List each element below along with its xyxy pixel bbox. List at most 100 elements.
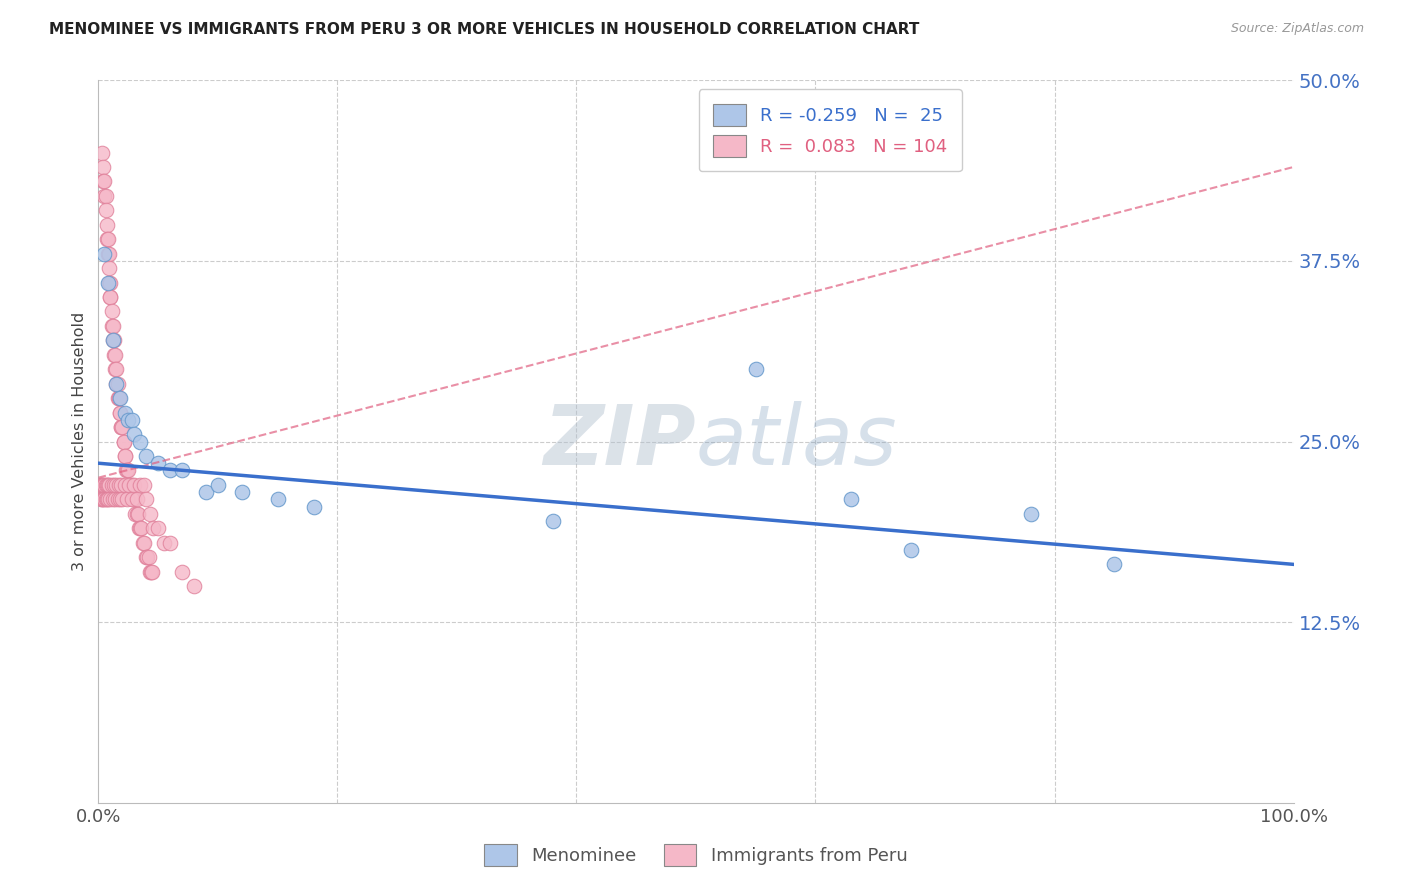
Point [121, 478, 143, 492]
Point [302, 500, 325, 514]
Point [124, 427, 146, 442]
Point [97, 276, 120, 290]
Text: atlas: atlas [696, 401, 897, 482]
Point [101, 334, 124, 348]
Point [124, 478, 146, 492]
Point [124, 492, 146, 507]
Point [135, 550, 157, 565]
Point [104, 492, 127, 507]
Point [100, 478, 122, 492]
Point [129, 521, 152, 535]
Point [118, 478, 141, 492]
Point [107, 478, 129, 492]
Point [97, 232, 120, 246]
Point [100, 318, 122, 333]
Point [127, 507, 149, 521]
Point [114, 478, 136, 492]
Point [115, 492, 138, 507]
Point [97, 478, 120, 492]
Point [93, 174, 115, 188]
Point [117, 413, 139, 427]
Point [125, 507, 148, 521]
Point [91, 492, 114, 507]
Point [118, 478, 141, 492]
Point [94, 203, 117, 218]
Point [841, 492, 863, 507]
Text: Source: ZipAtlas.com: Source: ZipAtlas.com [1230, 22, 1364, 36]
Point [159, 535, 181, 549]
Point [121, 413, 143, 427]
Text: ZIP: ZIP [543, 401, 696, 482]
Point [93, 246, 115, 260]
Point [91, 160, 114, 174]
Point [135, 449, 157, 463]
Point [541, 514, 564, 528]
Point [108, 406, 131, 420]
Point [1019, 507, 1042, 521]
Legend: Menominee, Immigrants from Peru: Menominee, Immigrants from Peru [477, 837, 915, 873]
Point [104, 348, 127, 362]
Point [112, 434, 135, 449]
Point [91, 492, 114, 507]
Point [122, 492, 145, 507]
Point [110, 420, 132, 434]
Point [105, 478, 128, 492]
Point [111, 492, 134, 507]
Point [132, 478, 155, 492]
Point [90, 492, 112, 507]
Point [111, 420, 134, 434]
Point [100, 304, 122, 318]
Point [138, 550, 160, 565]
Point [108, 406, 131, 420]
Point [131, 521, 153, 535]
Point [745, 362, 768, 376]
Point [91, 478, 114, 492]
Point [148, 456, 170, 470]
Point [94, 478, 117, 492]
Point [96, 218, 118, 232]
Point [159, 463, 181, 477]
Point [93, 492, 115, 507]
Point [207, 478, 229, 492]
Point [96, 232, 118, 246]
Point [183, 579, 205, 593]
Point [141, 565, 163, 579]
Point [124, 507, 146, 521]
Point [103, 348, 125, 362]
Point [94, 492, 117, 507]
Point [107, 492, 129, 507]
Point [129, 478, 152, 492]
Point [103, 334, 125, 348]
Point [110, 420, 132, 434]
Point [96, 478, 118, 492]
Point [105, 376, 128, 391]
Point [98, 492, 122, 507]
Point [105, 376, 128, 391]
Point [1104, 558, 1126, 572]
Point [142, 521, 165, 535]
Point [101, 318, 124, 333]
Point [91, 174, 114, 188]
Point [96, 492, 118, 507]
Point [120, 478, 142, 492]
Point [135, 492, 157, 507]
Point [104, 362, 127, 376]
Point [101, 334, 124, 348]
Point [90, 478, 112, 492]
Point [112, 434, 135, 449]
Point [131, 535, 153, 549]
Point [91, 145, 114, 160]
Point [121, 492, 143, 507]
Point [107, 391, 129, 405]
Point [110, 478, 132, 492]
Point [139, 565, 162, 579]
Point [105, 362, 128, 376]
Point [115, 463, 138, 477]
Point [117, 463, 139, 477]
Point [91, 478, 114, 492]
Point [153, 535, 176, 549]
Point [900, 542, 922, 557]
Point [115, 463, 138, 477]
Point [98, 290, 122, 304]
Point [195, 485, 218, 500]
